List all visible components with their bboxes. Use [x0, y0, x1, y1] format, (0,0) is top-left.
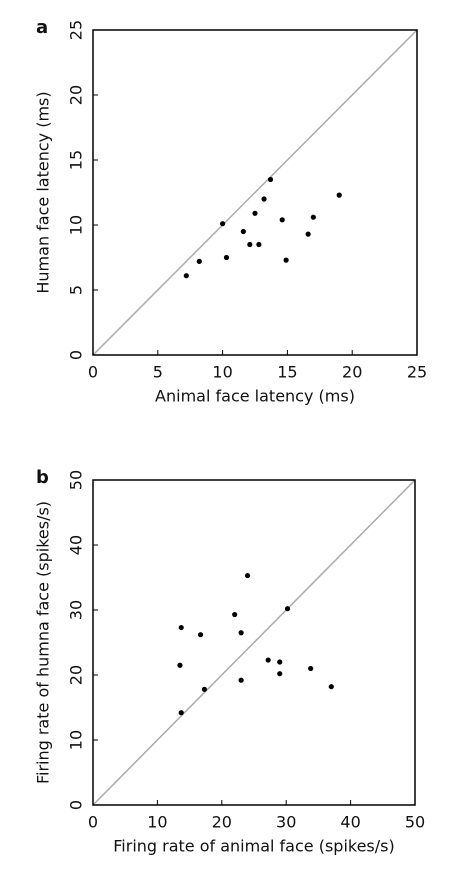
point — [261, 196, 267, 202]
point — [223, 254, 230, 261]
point — [238, 630, 244, 636]
point — [178, 710, 184, 716]
point — [336, 192, 342, 198]
point — [178, 624, 184, 631]
y-tick-label: 5 — [67, 285, 86, 295]
x-axis-label: Firing rate of animal face (spikes/s) — [113, 837, 394, 856]
point — [252, 210, 258, 216]
point — [220, 221, 226, 227]
point — [328, 684, 334, 690]
y-tick-label: 20 — [67, 665, 86, 685]
x-tick-label: 0 — [88, 363, 98, 382]
x-tick-label: 10 — [147, 813, 167, 832]
x-tick-label: 40 — [340, 813, 360, 832]
point — [238, 677, 244, 683]
point — [177, 662, 183, 668]
x-tick-label: 20 — [212, 813, 232, 832]
x-tick-label: 25 — [407, 363, 427, 382]
point — [244, 572, 251, 579]
point — [197, 632, 204, 638]
panel-label: a — [36, 17, 48, 38]
y-axis-label: Firing rate of humna face (spikes/s) — [34, 501, 53, 784]
y-tick-label: 0 — [67, 800, 86, 810]
y-tick-label: 40 — [67, 535, 86, 555]
point — [247, 241, 253, 248]
point — [196, 258, 202, 264]
y-tick-label: 30 — [67, 600, 86, 620]
point — [305, 231, 311, 237]
point — [240, 228, 246, 235]
y-axis-label: Human face latency (ms) — [34, 91, 53, 293]
x-tick-label: 10 — [212, 363, 232, 382]
x-tick-label: 50 — [405, 813, 425, 832]
plot-frame — [92, 479, 416, 806]
point — [277, 659, 283, 665]
y-tick-label: 25 — [67, 20, 86, 40]
y-tick-label: 15 — [67, 150, 86, 170]
point — [310, 214, 316, 220]
point — [256, 241, 262, 248]
point — [277, 671, 283, 677]
point — [267, 176, 274, 183]
x-tick-label: 15 — [277, 363, 297, 382]
x-axis-label: Animal face latency (ms) — [155, 387, 355, 406]
point — [284, 606, 291, 612]
panel-label: b — [36, 467, 49, 488]
point — [201, 686, 208, 692]
point — [283, 257, 289, 263]
x-tick-label: 5 — [153, 363, 163, 382]
point — [308, 665, 314, 672]
y-tick-label: 0 — [67, 350, 86, 360]
point — [232, 611, 238, 618]
y-tick-label: 50 — [67, 470, 86, 490]
y-tick-label: 10 — [67, 215, 86, 235]
diagonal — [92, 479, 416, 806]
y-tick-label: 20 — [67, 85, 86, 105]
plot-frame — [92, 29, 418, 356]
x-tick-label: 0 — [88, 813, 98, 832]
y-tick-label: 10 — [67, 730, 86, 750]
diagonal — [92, 29, 418, 356]
x-tick-label: 30 — [276, 813, 296, 832]
point — [183, 273, 189, 279]
point — [279, 217, 285, 223]
point — [265, 657, 271, 663]
x-tick-label: 20 — [342, 363, 362, 382]
